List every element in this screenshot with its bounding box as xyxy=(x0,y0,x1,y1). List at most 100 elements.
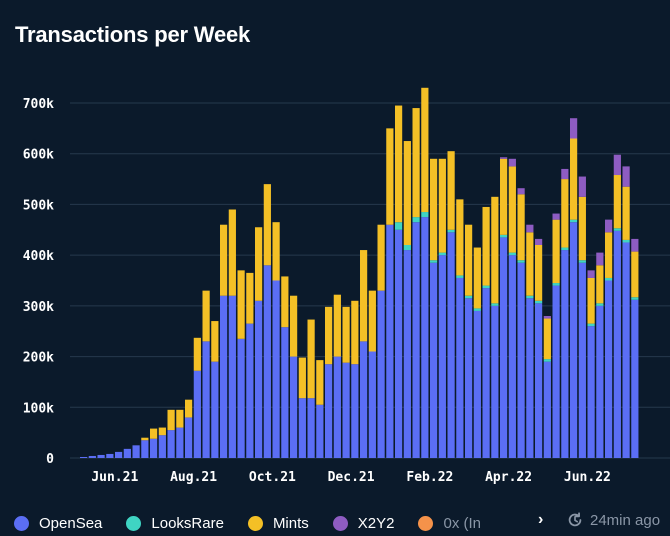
bar-segment-opensea[interactable] xyxy=(368,351,376,459)
bar-segment-mints[interactable] xyxy=(377,224,385,291)
bar-segment-looksrare[interactable] xyxy=(395,222,403,230)
bar-segment-opensea[interactable] xyxy=(106,453,114,458)
legend-item-opensea[interactable]: OpenSea xyxy=(14,515,102,532)
bar-segment-mints[interactable] xyxy=(351,300,359,365)
bar-segment-mints[interactable] xyxy=(482,206,490,286)
bar-segment-opensea[interactable] xyxy=(333,356,341,458)
bar-segment-opensea[interactable] xyxy=(631,299,639,458)
bar-segment-x2y2[interactable] xyxy=(526,224,534,233)
chevron-right-icon[interactable]: › xyxy=(532,511,558,529)
bar-segment-x2y2[interactable] xyxy=(517,188,525,195)
bar-segment-mints[interactable] xyxy=(403,141,411,245)
bar-segment-looksrare[interactable] xyxy=(403,245,411,251)
bar-segment-mints[interactable] xyxy=(193,337,201,371)
bar-segment-mints[interactable] xyxy=(228,209,236,296)
bar-segment-looksrare[interactable] xyxy=(587,323,595,327)
bar-segment-mints[interactable] xyxy=(491,196,499,304)
bar-segment-looksrare[interactable] xyxy=(622,239,630,243)
bar-segment-looksrare[interactable] xyxy=(561,247,569,251)
bar-segment-opensea[interactable] xyxy=(377,290,385,458)
bar-segment-opensea[interactable] xyxy=(342,362,350,458)
bar-segment-mints[interactable] xyxy=(465,224,473,296)
bar-segment-mints[interactable] xyxy=(578,196,586,261)
legend-item-x2y2[interactable]: X2Y2 xyxy=(332,515,394,532)
bar-segment-mints[interactable] xyxy=(158,427,166,436)
bar-segment-mints[interactable] xyxy=(412,108,420,218)
bar-segment-opensea[interactable] xyxy=(141,440,149,458)
bar-segment-opensea[interactable] xyxy=(482,288,490,458)
bar-segment-x2y2[interactable] xyxy=(587,270,595,278)
bar-segment-opensea[interactable] xyxy=(220,295,228,458)
bar-segment-mints[interactable] xyxy=(167,409,175,431)
bar-segment-mints[interactable] xyxy=(360,250,368,342)
bar-segment-looksrare[interactable] xyxy=(543,359,551,362)
bar-segment-mints[interactable] xyxy=(316,360,324,405)
bar-segment-mints[interactable] xyxy=(220,224,228,296)
bar-segment-mints[interactable] xyxy=(622,186,630,240)
bar-segment-mints[interactable] xyxy=(141,437,149,441)
bar-segment-looksrare[interactable] xyxy=(473,308,481,311)
bar-segment-opensea[interactable] xyxy=(613,230,621,458)
bar-segment-opensea[interactable] xyxy=(552,285,560,458)
bar-segment-looksrare[interactable] xyxy=(570,219,578,223)
bar-segment-x2y2[interactable] xyxy=(552,213,560,220)
bar-segment-mints[interactable] xyxy=(587,277,595,324)
bar-segment-opensea[interactable] xyxy=(395,229,403,458)
bar-segment-mints[interactable] xyxy=(325,306,333,365)
bar-segment-mints[interactable] xyxy=(237,270,245,339)
bar-segment-mints[interactable] xyxy=(185,399,193,418)
bar-segment-opensea[interactable] xyxy=(535,303,543,458)
bar-segment-x2y2[interactable] xyxy=(605,219,613,233)
bar-segment-mints[interactable] xyxy=(202,290,210,342)
bar-segment-mints[interactable] xyxy=(535,245,543,301)
bar-segment-x2y2[interactable] xyxy=(561,168,569,180)
bar-segment-looksrare[interactable] xyxy=(438,252,446,256)
bar-segment-looksrare[interactable] xyxy=(508,252,516,256)
bar-segment-x2y2[interactable] xyxy=(535,238,543,245)
bar-segment-x2y2[interactable] xyxy=(570,118,578,139)
bar-segment-opensea[interactable] xyxy=(176,427,184,458)
bar-segment-mints[interactable] xyxy=(298,357,306,399)
bar-segment-opensea[interactable] xyxy=(447,232,455,458)
bar-segment-looksrare[interactable] xyxy=(430,260,438,263)
bar-segment-mints[interactable] xyxy=(263,184,271,266)
bar-segment-mints[interactable] xyxy=(447,151,455,230)
bar-segment-opensea[interactable] xyxy=(298,398,306,458)
bar-segment-looksrare[interactable] xyxy=(613,228,621,231)
bar-segment-opensea[interactable] xyxy=(202,341,210,458)
bar-segment-opensea[interactable] xyxy=(526,298,534,458)
bar-segment-opensea[interactable] xyxy=(622,242,630,458)
refresh-status[interactable]: 24min ago xyxy=(566,511,661,529)
bar-segment-opensea[interactable] xyxy=(237,338,245,458)
bar-segment-mints[interactable] xyxy=(613,175,621,229)
bar-segment-mints[interactable] xyxy=(456,199,464,276)
bar-segment-mints[interactable] xyxy=(395,105,403,223)
bar-segment-looksrare[interactable] xyxy=(421,212,429,218)
bar-segment-mints[interactable] xyxy=(526,232,534,296)
bar-segment-looksrare[interactable] xyxy=(465,295,473,299)
bar-segment-looksrare[interactable] xyxy=(491,303,499,306)
bar-segment-opensea[interactable] xyxy=(193,370,201,458)
bar-segment-opensea[interactable] xyxy=(508,255,516,458)
bar-segment-mints[interactable] xyxy=(290,295,298,357)
bar-segment-mints[interactable] xyxy=(543,318,551,360)
bar-segment-mints[interactable] xyxy=(561,179,569,248)
bar-segment-mints[interactable] xyxy=(211,321,219,362)
bar-segment-mints[interactable] xyxy=(473,247,481,309)
bar-segment-opensea[interactable] xyxy=(587,326,595,458)
bar-segment-mints[interactable] xyxy=(430,158,438,261)
bar-segment-opensea[interactable] xyxy=(281,327,289,458)
bar-segment-opensea[interactable] xyxy=(228,295,236,458)
bar-segment-opensea[interactable] xyxy=(255,300,263,458)
bar-segment-opensea[interactable] xyxy=(456,277,464,458)
bar-segment-opensea[interactable] xyxy=(403,250,411,458)
bar-segment-opensea[interactable] xyxy=(246,323,254,458)
bar-segment-opensea[interactable] xyxy=(272,280,280,459)
bar-segment-x2y2[interactable] xyxy=(543,316,551,319)
bar-segment-looksrare[interactable] xyxy=(631,297,639,300)
bar-segment-opensea[interactable] xyxy=(605,280,613,459)
bar-segment-opensea[interactable] xyxy=(491,305,499,458)
bar-segment-mints[interactable] xyxy=(605,232,613,278)
bar-segment-mints[interactable] xyxy=(500,158,508,235)
bar-segment-opensea[interactable] xyxy=(430,262,438,458)
